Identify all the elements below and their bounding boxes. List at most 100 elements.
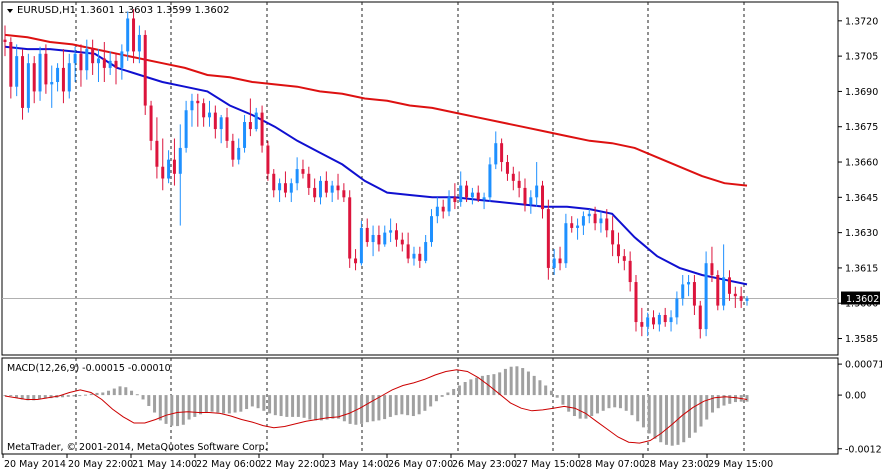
time-tick-label: 21 May 14:00 — [132, 459, 197, 470]
candle-body — [161, 166, 165, 179]
candle-body — [616, 244, 620, 257]
macd-histogram-bar — [43, 395, 47, 399]
candle — [120, 44, 124, 80]
candle — [102, 42, 106, 83]
candle — [663, 307, 667, 327]
candle — [213, 105, 217, 139]
candle — [570, 216, 574, 233]
macd-histogram-bar — [176, 395, 180, 427]
macd-histogram-bar — [118, 386, 122, 396]
macd-indicator-label: MACD(12,26,9) -0.00015 -0.00010 — [7, 363, 171, 374]
candle — [710, 246, 714, 283]
collapse-triangle-icon[interactable] — [7, 9, 13, 13]
candle-body — [570, 223, 574, 228]
candle-body — [500, 143, 504, 163]
macd-histogram-bar — [733, 395, 737, 403]
macd-histogram-bar — [187, 395, 191, 420]
macd-histogram-bar — [463, 382, 467, 396]
candle — [459, 171, 463, 207]
candle-body — [371, 234, 375, 243]
candle-body — [657, 314, 661, 325]
macd-histogram-bar — [291, 395, 295, 417]
macd-signal-line — [4, 369, 748, 444]
candle-body — [73, 53, 77, 64]
moving-average-slow-line — [4, 33, 748, 187]
candle — [482, 192, 486, 210]
ohlc-readout: 1.3601 1.3603 1.3599 1.3602 — [80, 5, 230, 16]
candle-body — [704, 263, 708, 330]
macd-histogram-bar — [342, 395, 346, 422]
macd-histogram-bar — [561, 395, 565, 405]
time-tick-label: 26 May 07:00 — [388, 459, 453, 470]
candle — [716, 270, 720, 311]
candle — [389, 218, 393, 243]
candle-body — [15, 56, 19, 87]
candle — [435, 197, 439, 224]
candle — [91, 39, 95, 75]
macd-histogram-bar — [233, 395, 237, 413]
candle — [26, 53, 30, 113]
time-tick-label: 26 May 23:00 — [452, 459, 517, 470]
symbol-timeframe-label: EURUSD,H1 — [17, 5, 76, 16]
macd-histogram-bar — [400, 395, 404, 415]
candle — [494, 131, 498, 170]
candle-body — [435, 206, 439, 217]
candle — [418, 246, 422, 268]
macd-histogram-bar — [693, 395, 697, 433]
candle — [652, 310, 656, 330]
macd-histogram-bar — [147, 395, 151, 406]
candle-body — [587, 213, 591, 217]
candle-body — [313, 187, 317, 198]
macd-histogram-bar — [452, 388, 456, 396]
copyright-text: MetaTrader, © 2001-2014, MetaQuotes Soft… — [7, 442, 268, 453]
macd-histogram-bar — [268, 395, 272, 414]
macd-histogram-bar — [659, 395, 663, 443]
macd-histogram-bar — [199, 395, 203, 415]
macd-histogram-bar — [567, 395, 571, 412]
price-tick-label: 1.3690 — [845, 87, 878, 98]
candle — [523, 178, 527, 212]
macd-histogram-bar — [647, 395, 651, 434]
candle — [225, 107, 229, 148]
candle-body — [178, 147, 182, 174]
candle — [336, 173, 340, 200]
price-tick-label: 1.3660 — [845, 158, 878, 169]
candle — [38, 46, 42, 101]
candle-body — [365, 227, 369, 243]
candle-body — [418, 253, 422, 261]
candle — [552, 249, 556, 275]
macd-histogram-bar — [492, 374, 496, 396]
candle — [243, 114, 247, 153]
macd-histogram-bar — [722, 395, 726, 406]
macd-histogram-bar — [636, 395, 640, 422]
candle-body — [394, 230, 398, 240]
candle — [9, 37, 13, 99]
candle — [593, 206, 597, 231]
macd-histogram-bar — [285, 395, 289, 417]
candle-body — [324, 180, 328, 193]
macd-histogram-bar — [331, 395, 335, 419]
macd-histogram-bar — [365, 395, 369, 423]
candle — [476, 185, 480, 203]
candle-body — [529, 197, 533, 205]
time-tick-label: 22 May 22:00 — [260, 459, 325, 470]
candle-body — [283, 183, 287, 193]
macd-histogram-bar — [521, 368, 525, 396]
macd-histogram-bar — [434, 395, 438, 402]
candle-body — [202, 103, 206, 118]
chart-header: EURUSD,H1 1.3601 1.3603 1.3599 1.3602 — [7, 5, 230, 16]
candle — [692, 274, 696, 315]
macd-histogram-bar — [9, 395, 13, 397]
price-tick-label: 1.3585 — [845, 334, 878, 345]
candle — [359, 220, 363, 266]
candle-body — [289, 183, 293, 193]
time-tick-label: 23 May 14:00 — [324, 459, 389, 470]
candle-body — [213, 112, 217, 130]
macd-histogram-bar — [193, 395, 197, 417]
candle — [704, 251, 708, 337]
candle-body — [593, 213, 597, 224]
candle — [681, 274, 685, 306]
candle — [330, 180, 334, 203]
